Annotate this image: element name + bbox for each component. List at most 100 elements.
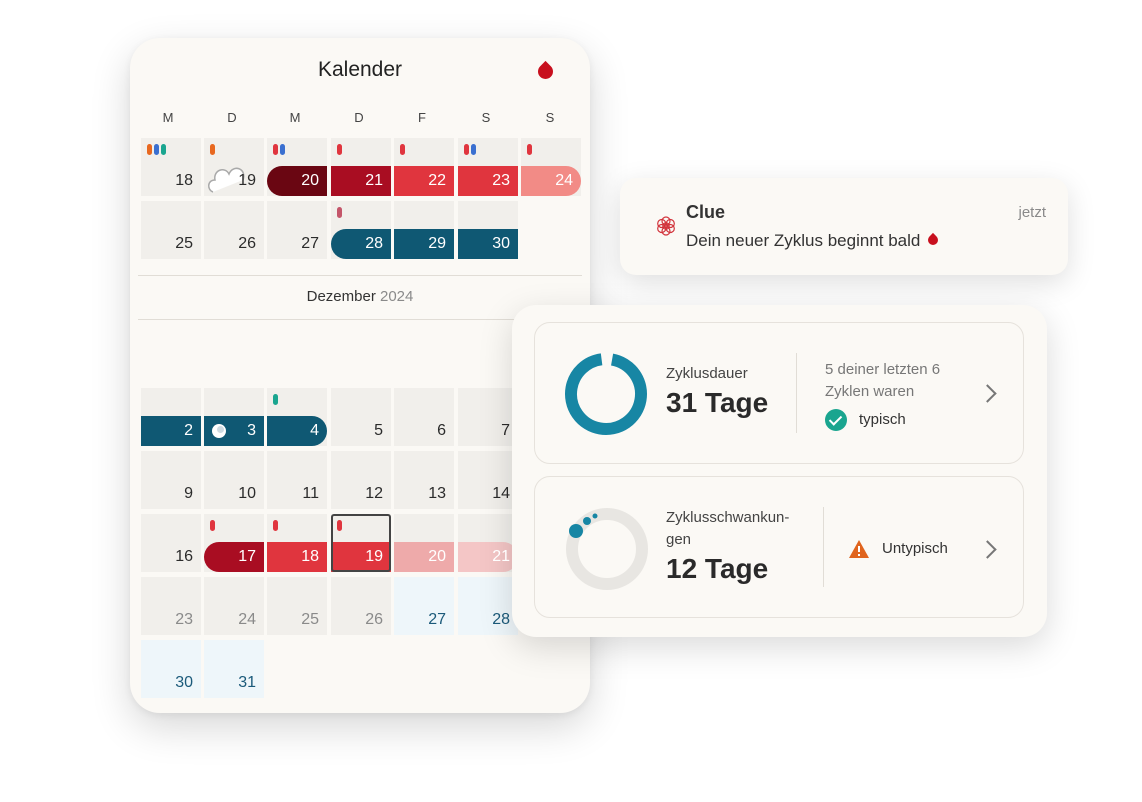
calendar-day[interactable]: 20 [267,138,327,196]
calendar-day[interactable]: 27 [394,577,454,635]
calendar-day[interactable]: 2 [141,388,201,446]
calendar-day[interactable]: 9 [141,451,201,509]
stat-note: 5 deiner letzten 6 Zyklen waren [825,361,941,400]
weekday-label: S [481,110,491,125]
calendar-day[interactable]: 13 [394,451,454,509]
calendar-day[interactable]: 21 [331,138,391,196]
day-number: 26 [365,611,383,628]
notification-app-name: Clue [686,202,726,222]
calendar-day[interactable]: 10 [204,451,264,509]
day-number: 21 [365,172,383,189]
period-band [331,542,391,572]
calendar-day[interactable]: 22 [394,138,454,196]
calendar-day[interactable]: 18 [141,138,201,196]
day-number: 22 [428,172,446,189]
calendar-day[interactable]: 23 [141,577,201,635]
calendar-day[interactable]: 19 [204,138,264,196]
tags [464,144,476,155]
calendar-day[interactable]: 29 [394,201,454,259]
tags [273,394,278,405]
day-number: 27 [428,611,446,628]
period-band [521,166,581,196]
cycle-variation-card[interactable]: Zyklusschwankun-gen 12 Tage Untypisch [534,476,1024,618]
day-number: 23 [492,172,510,189]
chevron-right-icon[interactable] [978,384,997,403]
calendar-day[interactable]: 30 [141,640,201,698]
calendar-day[interactable]: 25 [141,201,201,259]
weekday-label: S [545,110,555,125]
calendar-day[interactable]: 5 [331,388,391,446]
calendar-day[interactable]: 24 [521,138,581,196]
day-number: 23 [175,611,193,628]
predicted-period-band [394,542,454,572]
calendar-day[interactable]: 17 [204,514,264,572]
calendar-title: Kalender [317,58,403,81]
day-number: 4 [310,422,319,439]
period-band [331,166,391,196]
day-number: 31 [238,674,256,691]
day-number: 7 [501,422,510,439]
day-number: 14 [492,485,510,502]
calendar-day[interactable]: 12 [331,451,391,509]
calendar-day[interactable]: 21 [458,514,518,572]
clue-flower-icon [657,216,675,236]
day-number: 25 [301,611,319,628]
day-number: 20 [301,172,319,189]
moon-icon [212,424,226,438]
notification-card[interactable]: Clue jetzt Dein neuer Zyklus beginnt bal… [620,178,1068,275]
calendar-day[interactable]: 16 [141,514,201,572]
calendar-day[interactable]: 27 [267,201,327,259]
tags [273,520,278,531]
cycle-ring-icon [565,353,647,435]
day-number: 2 [184,422,193,439]
day-number: 28 [492,611,510,628]
tags [273,144,285,155]
day-number: 19 [365,548,383,565]
period-band [458,166,518,196]
weekday-label: D [227,110,237,125]
calendar-day[interactable]: 11 [267,451,327,509]
day-number: 17 [238,548,256,565]
calendar-day[interactable]: 18 [267,514,327,572]
day-number: 20 [428,548,446,565]
calendar-day[interactable]: 24 [204,577,264,635]
cycle-length-card[interactable]: Zyklusdauer 31 Tage 5 deiner letzten 6 Z… [534,322,1024,464]
divider [138,319,582,320]
day-number: 30 [175,674,193,691]
weekday-label: M [162,110,174,125]
chevron-right-icon[interactable] [978,540,997,559]
month-label: Dezember 2024 [130,288,590,305]
notification-message: Dein neuer Zyklus beginnt bald [686,231,941,251]
day-number: 5 [374,422,383,439]
day-number: 19 [238,172,256,189]
predicted-period-band [458,542,518,572]
day-number: 3 [247,422,256,439]
calendar-day[interactable]: 14 [458,451,518,509]
calendar-day[interactable]: 3 [204,388,264,446]
today-outline [331,514,391,572]
day-number: 28 [365,235,383,252]
calendar-day[interactable]: 30 [458,201,518,259]
calendar-day[interactable]: 23 [458,138,518,196]
day-number: 21 [492,548,510,565]
day-number: 18 [301,548,319,565]
notification-time: jetzt [1018,204,1046,221]
divider [138,275,582,276]
calendar-day[interactable]: 28 [331,201,391,259]
calendar-day[interactable]: 25 [267,577,327,635]
calendar-day[interactable]: 28 [458,577,518,635]
calendar-day-today[interactable]: 19 [331,514,391,572]
calendar-day[interactable]: 7 [458,388,518,446]
blood-drop-icon [926,232,941,248]
calendar-day[interactable]: 4 [267,388,327,446]
day-number: 26 [238,235,256,252]
calendar-day[interactable]: 26 [331,577,391,635]
status-label: Untypisch [882,540,948,557]
calendar-day[interactable]: 26 [204,201,264,259]
calendar-day[interactable]: 6 [394,388,454,446]
day-number: 6 [437,422,446,439]
calendar-day[interactable]: 31 [204,640,264,698]
day-number: 30 [492,235,510,252]
calendar-day[interactable]: 20 [394,514,454,572]
cycle-stats-panel: Zyklusdauer 31 Tage 5 deiner letzten 6 Z… [512,305,1047,637]
